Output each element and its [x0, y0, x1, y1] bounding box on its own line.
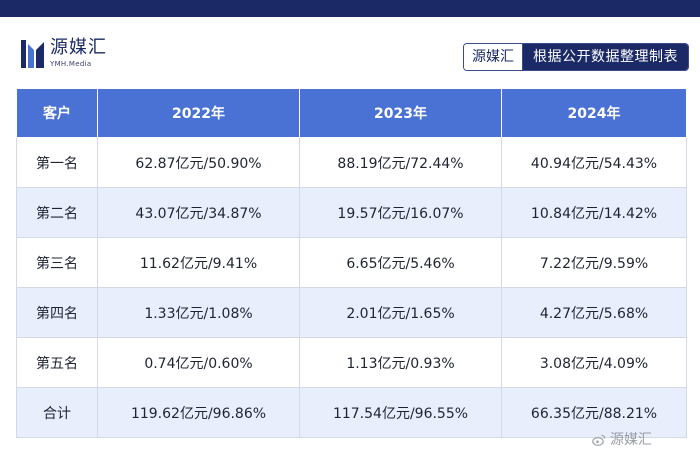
weibo-icon: [592, 434, 606, 446]
total-cell-2024: 66.35亿元/88.21%: [501, 387, 687, 438]
value-cell-2023: 88.19亿元/72.44%: [299, 137, 502, 188]
watermark-text: 源媒汇: [610, 432, 652, 448]
total-cell-2023: 117.54亿元/96.55%: [299, 387, 502, 438]
brand-logo-subtitle: YMH.Media: [50, 60, 92, 68]
rank-cell: 第二名: [16, 187, 98, 238]
column-header-2022: 2022年: [97, 88, 300, 138]
brand-logo-icon: [21, 40, 44, 68]
value-cell-2022: 1.33亿元/1.08%: [97, 287, 300, 338]
top-banner: [0, 0, 700, 17]
value-cell-2024: 7.22亿元/9.59%: [501, 237, 687, 288]
watermark: 源媒汇: [592, 432, 652, 448]
value-cell-2024: 4.27亿元/5.68%: [501, 287, 687, 338]
table-row: 第三名 11.62亿元/9.41% 6.65亿元/5.46% 7.22亿元/9.…: [16, 237, 687, 288]
rank-cell: 第三名: [16, 237, 98, 288]
value-cell-2023: 2.01亿元/1.65%: [299, 287, 502, 338]
rank-cell: 第一名: [16, 137, 98, 188]
column-header-2023: 2023年: [299, 88, 502, 138]
value-cell-2024: 10.84亿元/14.42%: [501, 187, 687, 238]
rank-cell: 第五名: [16, 337, 98, 388]
table-row: 第五名 0.74亿元/0.60% 1.13亿元/0.93% 3.08亿元/4.0…: [16, 337, 687, 388]
value-cell-2023: 19.57亿元/16.07%: [299, 187, 502, 238]
value-cell-2022: 43.07亿元/34.87%: [97, 187, 300, 238]
source-tag-brand: 源媒汇: [464, 44, 523, 70]
brand-logo: 源媒汇 YMH.Media: [20, 38, 107, 70]
brand-logo-name: 源媒汇: [50, 37, 107, 58]
table-total-row: 合计 119.62亿元/96.86% 117.54亿元/96.55% 66.35…: [16, 387, 687, 438]
value-cell-2023: 1.13亿元/0.93%: [299, 337, 502, 388]
value-cell-2022: 0.74亿元/0.60%: [97, 337, 300, 388]
table-row: 第一名 62.87亿元/50.90% 88.19亿元/72.44% 40.94亿…: [16, 137, 687, 188]
table-header-row: 客户 2022年 2023年 2024年: [16, 88, 687, 138]
table-row: 第四名 1.33亿元/1.08% 2.01亿元/1.65% 4.27亿元/5.6…: [16, 287, 687, 338]
value-cell-2022: 11.62亿元/9.41%: [97, 237, 300, 288]
value-cell-2022: 62.87亿元/50.90%: [97, 137, 300, 188]
value-cell-2024: 3.08亿元/4.09%: [501, 337, 687, 388]
value-cell-2023: 6.65亿元/5.46%: [299, 237, 502, 288]
customer-revenue-table: 客户 2022年 2023年 2024年 第一名 62.87亿元/50.90% …: [16, 88, 687, 438]
source-tag-text: 根据公开数据整理制表: [523, 44, 688, 70]
column-header-customer: 客户: [16, 88, 98, 138]
column-header-2024: 2024年: [501, 88, 687, 138]
total-cell-2022: 119.62亿元/96.86%: [97, 387, 300, 438]
value-cell-2024: 40.94亿元/54.43%: [501, 137, 687, 188]
table-row: 第二名 43.07亿元/34.87% 19.57亿元/16.07% 10.84亿…: [16, 187, 687, 238]
source-tag: 源媒汇 根据公开数据整理制表: [463, 43, 689, 71]
rank-cell: 第四名: [16, 287, 98, 338]
total-label-cell: 合计: [16, 387, 98, 438]
